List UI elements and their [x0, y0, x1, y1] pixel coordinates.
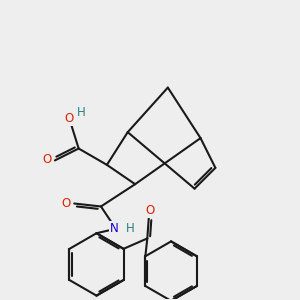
Text: O: O [146, 204, 155, 217]
Text: O: O [42, 153, 51, 166]
Text: H: H [77, 106, 86, 119]
Text: N: N [110, 222, 119, 235]
Text: O: O [64, 112, 74, 125]
Text: O: O [61, 197, 70, 210]
Text: H: H [126, 222, 135, 235]
